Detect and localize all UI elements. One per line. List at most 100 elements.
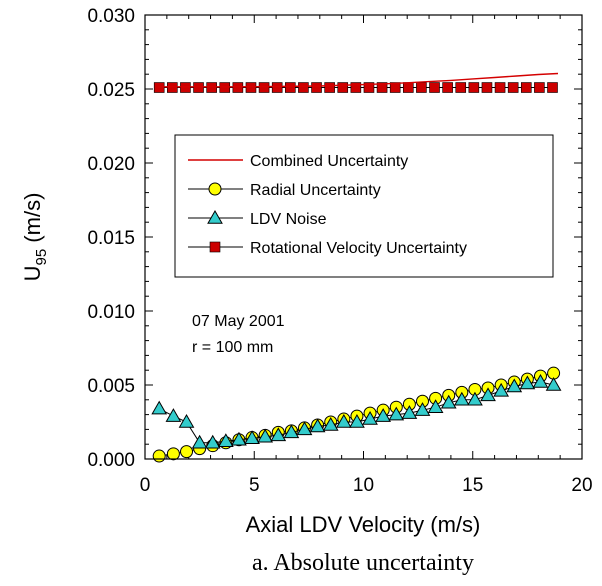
- y-tick-label: 0.030: [87, 6, 135, 27]
- data-point: [219, 82, 231, 93]
- data-point: [402, 82, 414, 93]
- data-point: [153, 82, 165, 93]
- data-point: [520, 82, 532, 93]
- data-point: [298, 82, 309, 93]
- data-point: [455, 82, 467, 93]
- y-axis-title-main: U: [20, 266, 45, 282]
- x-axis-title: Axial LDV Velocity (m/s): [246, 512, 481, 537]
- y-tick-label: 0.020: [87, 154, 135, 175]
- legend-label: Rotational Velocity Uncertainty: [250, 240, 467, 257]
- y-tick-label: 0.015: [87, 228, 135, 249]
- data-point: [296, 421, 313, 436]
- data-point: [506, 378, 523, 393]
- data-point: [388, 406, 405, 421]
- legend-item: Rotational Velocity Uncertainty: [188, 240, 467, 257]
- data-point: [376, 82, 388, 93]
- data-point: [545, 376, 562, 391]
- y-tick-label: 0.005: [87, 376, 135, 397]
- data-point: [193, 82, 204, 93]
- legend: Combined Uncertainty Radial Uncertainty LD…: [174, 134, 554, 278]
- data-point: [481, 82, 493, 93]
- series-ldv-noise: [151, 374, 562, 449]
- data-point: [519, 375, 536, 390]
- x-tick-label: 0: [140, 475, 151, 496]
- data-point: [507, 82, 519, 93]
- data-point: [414, 402, 431, 416]
- data-point: [389, 82, 401, 93]
- series-combined-uncertainty: [158, 72, 559, 88]
- data-point: [217, 433, 234, 447]
- data-point: [322, 416, 339, 431]
- data-point: [309, 418, 326, 433]
- y-tick-label: 0.000: [87, 450, 135, 471]
- legend-item: Combined Uncertainty: [188, 153, 408, 170]
- legend-item: LDV Noise: [188, 209, 327, 228]
- x-tick-label: 10: [353, 475, 374, 496]
- data-point: [335, 413, 352, 428]
- data-point: [442, 82, 453, 93]
- data-point: [429, 82, 440, 93]
- annotation-radius: r = 100 mm: [192, 339, 273, 356]
- data-point: [165, 408, 182, 422]
- y-axis-title-unit: (m/s): [20, 193, 45, 249]
- data-point: [285, 82, 296, 93]
- data-point: [283, 424, 300, 439]
- data-point: [311, 82, 322, 93]
- series-line: [158, 72, 559, 88]
- data-point: [204, 434, 221, 449]
- series-rotational-velocity-uncertainty: [153, 82, 558, 93]
- y-tick-label: 0.025: [87, 80, 135, 101]
- ticks-layer: 0 5 10 15 20 0.000 0.005 0.010 0.015 0.020 0.025 0.…: [87, 6, 592, 496]
- data-point: [453, 391, 470, 406]
- data-point: [152, 449, 166, 463]
- data-point: [440, 394, 457, 409]
- x-tick-label: 20: [571, 475, 592, 496]
- data-point: [416, 82, 427, 93]
- legend-items: Combined Uncertainty Radial Uncertainty LD…: [188, 153, 467, 257]
- data-point: [401, 405, 418, 419]
- data-point: [363, 82, 375, 93]
- data-point: [270, 427, 287, 442]
- data-point: [494, 82, 506, 93]
- data-point: [534, 82, 545, 93]
- data-point: [350, 82, 362, 93]
- data-point: [244, 430, 260, 445]
- y-tick-label: 0.010: [87, 302, 135, 323]
- data-point: [375, 408, 392, 422]
- x-tick-label: 5: [249, 475, 260, 496]
- data-point: [467, 391, 483, 406]
- data-point: [231, 431, 247, 446]
- data-point: [206, 82, 217, 93]
- legend-label: LDV Noise: [250, 211, 327, 228]
- legend-label: Radial Uncertainty: [250, 182, 381, 199]
- data-point: [349, 413, 365, 428]
- figure-caption: a. Absolute uncertainty: [252, 550, 474, 576]
- data-point: [271, 82, 283, 93]
- annotation-date: 07 May 2001: [192, 313, 285, 330]
- legend-item: Radial Uncertainty: [188, 182, 381, 199]
- data-point: [191, 434, 208, 449]
- data-point: [468, 82, 480, 93]
- legend-label: Combined Uncertainty: [250, 153, 408, 170]
- data-point: [532, 374, 549, 388]
- legend-box: [174, 134, 554, 278]
- data-point: [480, 387, 496, 402]
- data-point: [180, 445, 194, 459]
- plot-frame: [144, 14, 583, 460]
- data-point: [232, 82, 244, 93]
- legend-swatch-marker: [209, 241, 221, 253]
- data-point: [167, 82, 178, 93]
- series-layer: [151, 72, 562, 463]
- data-point: [151, 400, 168, 415]
- data-point: [337, 82, 349, 93]
- data-point: [324, 82, 335, 93]
- x-tick-label: 15: [462, 475, 483, 496]
- data-point: [547, 82, 558, 93]
- data-point: [245, 82, 257, 93]
- legend-swatch-marker: [207, 209, 223, 224]
- y-axis-title: U95 (m/s): [20, 193, 50, 282]
- data-point: [178, 413, 195, 428]
- data-point: [258, 82, 270, 93]
- y-axis-title-subscript: 95: [33, 249, 50, 266]
